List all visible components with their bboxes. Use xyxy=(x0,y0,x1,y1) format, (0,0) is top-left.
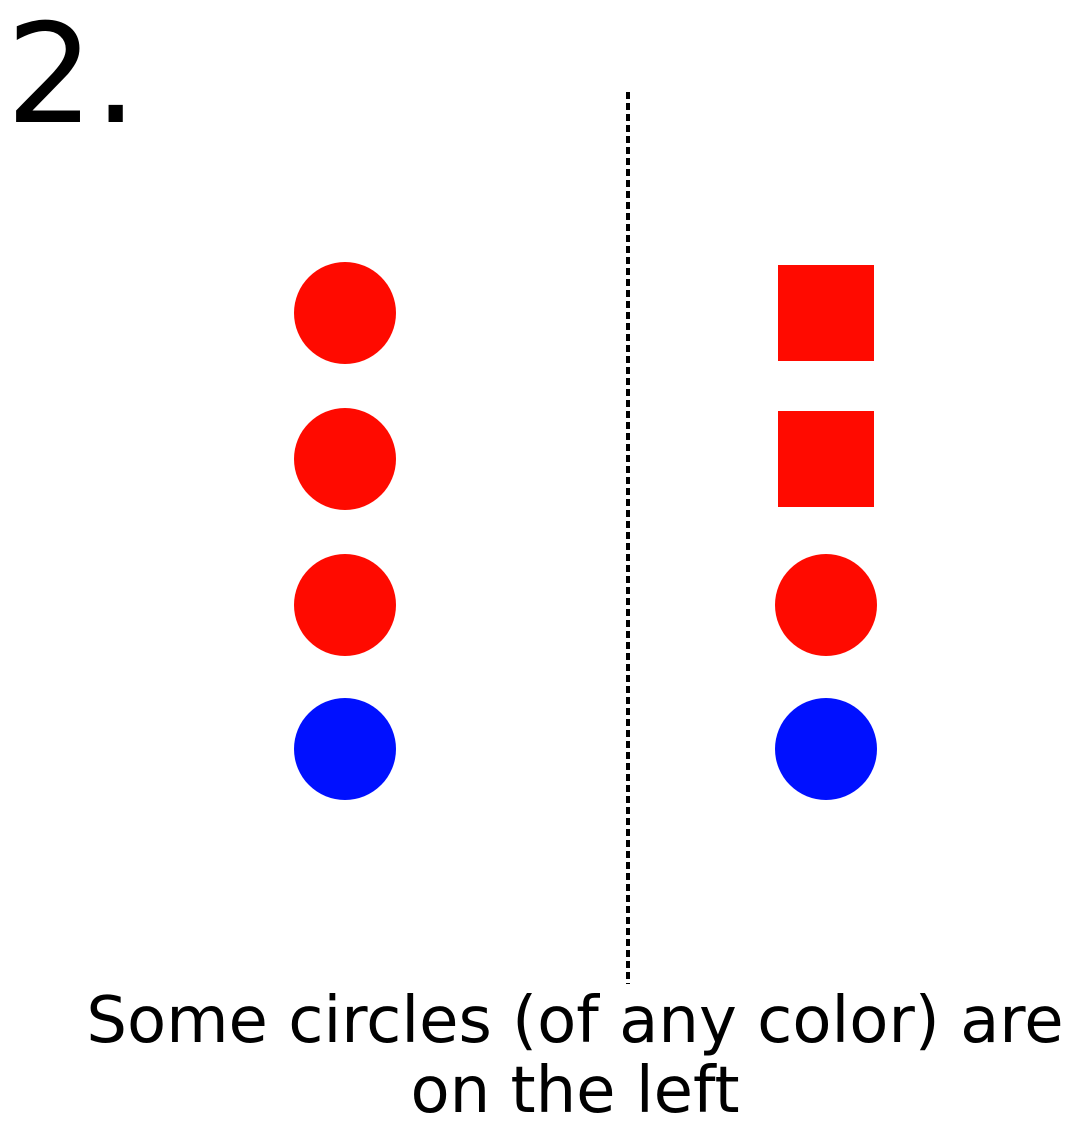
left-group-red-circle-1 xyxy=(294,262,396,364)
right-group-blue-circle-4 xyxy=(775,698,877,800)
right-group-red-square-1 xyxy=(778,265,874,361)
right-group xyxy=(775,265,877,800)
left-group-red-circle-3 xyxy=(294,554,396,656)
caption-line-2: on the left xyxy=(410,1054,740,1128)
right-group-red-square-2 xyxy=(778,411,874,507)
left-group-blue-circle-4 xyxy=(294,698,396,800)
left-group xyxy=(294,262,396,800)
item-number: 2. xyxy=(6,0,138,155)
caption: Some circles (of any color) are on the l… xyxy=(60,986,1077,1126)
left-group-red-circle-2 xyxy=(294,408,396,510)
right-group-red-circle-3 xyxy=(775,554,877,656)
caption-line-1: Some circles (of any color) are xyxy=(86,984,1064,1058)
